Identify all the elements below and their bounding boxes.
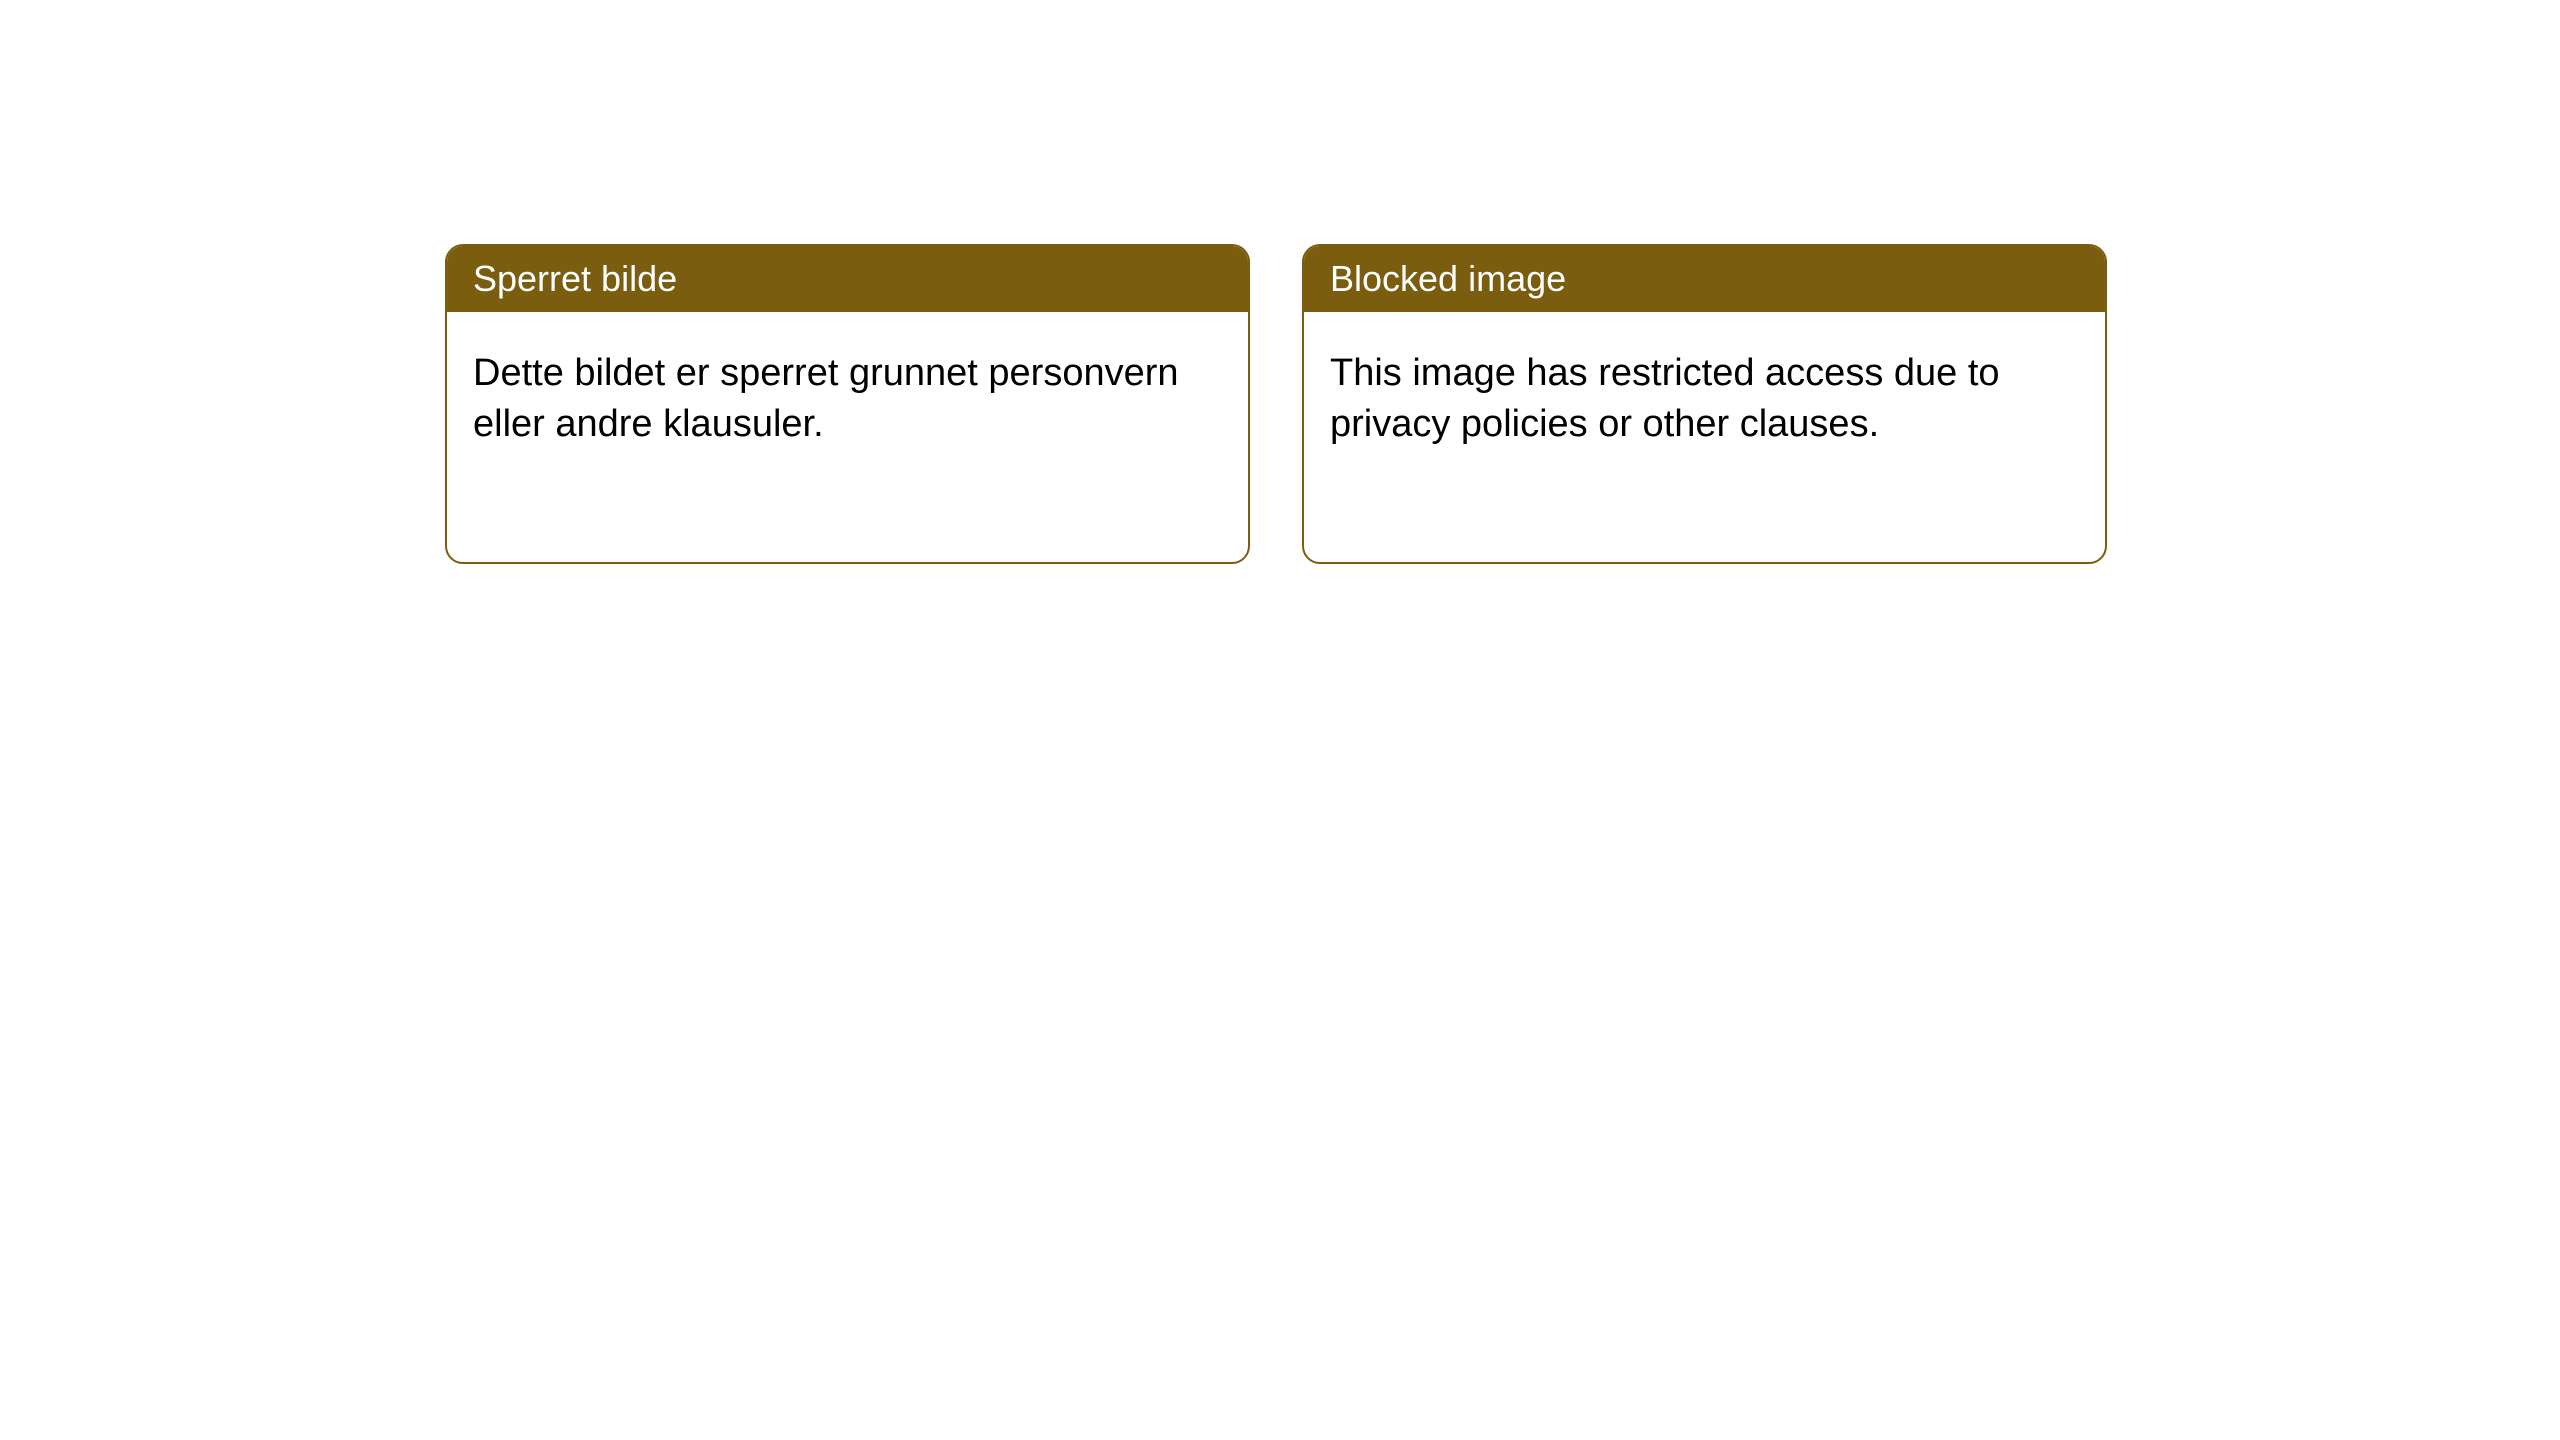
card-body-no: Dette bildet er sperret grunnet personve… xyxy=(447,312,1248,562)
blocked-image-cards: Sperret bilde Dette bildet er sperret gr… xyxy=(445,244,2107,564)
card-text-en: This image has restricted access due to … xyxy=(1330,352,2000,445)
blocked-card-en: Blocked image This image has restricted … xyxy=(1302,244,2107,564)
blocked-card-no: Sperret bilde Dette bildet er sperret gr… xyxy=(445,244,1250,564)
card-header-no: Sperret bilde xyxy=(447,246,1248,312)
card-body-en: This image has restricted access due to … xyxy=(1304,312,2105,562)
card-title-en: Blocked image xyxy=(1330,258,1566,299)
card-text-no: Dette bildet er sperret grunnet personve… xyxy=(473,352,1179,445)
card-title-no: Sperret bilde xyxy=(473,258,677,299)
card-header-en: Blocked image xyxy=(1304,246,2105,312)
